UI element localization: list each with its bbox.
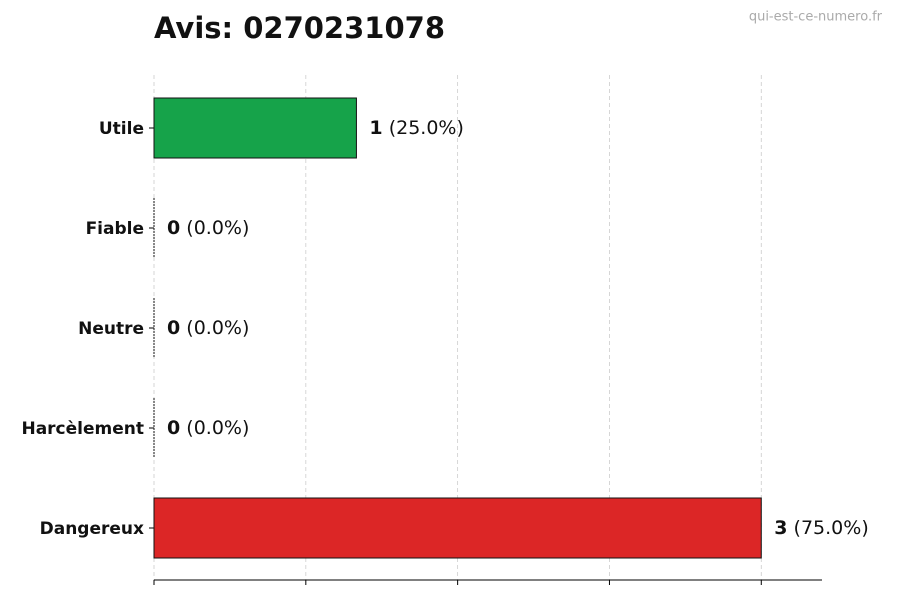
bar — [153, 497, 762, 559]
value-percent: (0.0%) — [186, 317, 249, 339]
value-label: 0 (0.0%) — [167, 417, 249, 439]
value-number: 3 — [774, 517, 787, 539]
value-number: 0 — [167, 317, 180, 339]
y-tick-label: Utile — [99, 119, 144, 139]
value-label: 0 (0.0%) — [167, 317, 249, 339]
y-tick-label: Harcèlement — [21, 419, 144, 439]
value-number: 0 — [167, 417, 180, 439]
value-label: 1 (25.0%) — [369, 117, 463, 139]
chart-title: Avis: 0270231078 — [154, 11, 445, 45]
y-tick-label: Neutre — [78, 319, 144, 339]
y-tick-label: Fiable — [86, 219, 144, 239]
value-label: 0 (0.0%) — [167, 217, 249, 239]
value-percent: (0.0%) — [186, 217, 249, 239]
bar — [153, 97, 357, 159]
value-percent: (0.0%) — [186, 417, 249, 439]
value-percent: (25.0%) — [389, 117, 464, 139]
watermark: qui-est-ce-numero.fr — [749, 10, 883, 25]
value-percent: (75.0%) — [794, 517, 869, 539]
value-label: 3 (75.0%) — [774, 517, 868, 539]
y-tick-label: Dangereux — [40, 519, 144, 539]
value-number: 0 — [167, 217, 180, 239]
value-number: 1 — [369, 117, 382, 139]
